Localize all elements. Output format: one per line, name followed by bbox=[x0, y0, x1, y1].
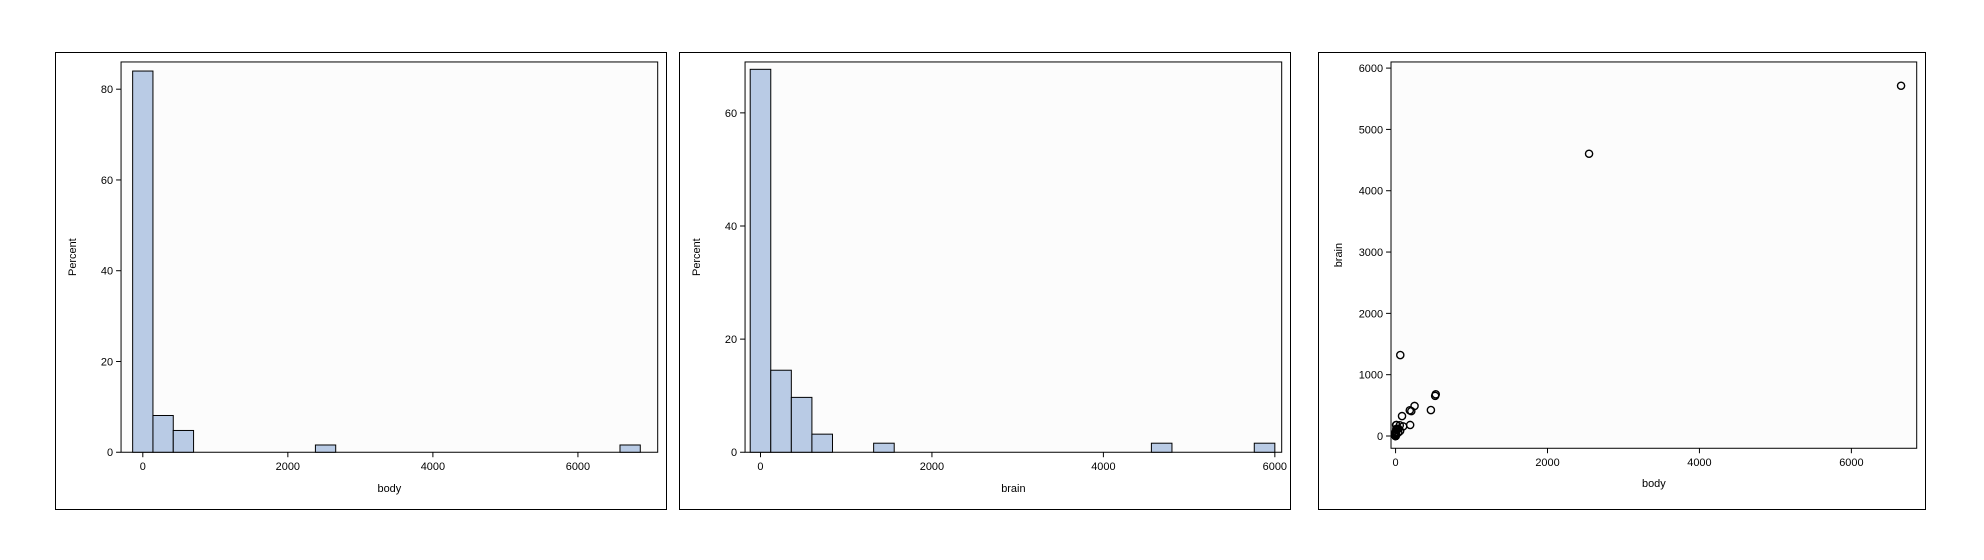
x-tick-label: 0 bbox=[757, 461, 763, 473]
histogram-bar bbox=[152, 414, 174, 453]
x-tick-label: 2000 bbox=[1535, 457, 1559, 469]
x-axis-title: body bbox=[378, 483, 402, 495]
y-tick-label: 0 bbox=[1377, 431, 1383, 443]
x-axis-title: body bbox=[1642, 478, 1666, 490]
y-tick-label: 4000 bbox=[1359, 186, 1383, 198]
scatter-point bbox=[1396, 350, 1405, 360]
histogram-bar bbox=[132, 70, 154, 453]
y-tick-label: 20 bbox=[101, 356, 113, 368]
x-tick-label: 0 bbox=[140, 461, 146, 473]
histogram-bar bbox=[770, 369, 792, 453]
histogram-bar bbox=[749, 68, 772, 453]
scatter-point bbox=[1391, 430, 1400, 440]
histogram-body-panel: 0 2000 4000 6000 0 20 40 60 80 body Percent bbox=[55, 52, 667, 510]
y-tick-label: 0 bbox=[731, 447, 737, 459]
y-tick-label: 40 bbox=[101, 266, 113, 278]
plot-area bbox=[120, 61, 659, 453]
scatter-point bbox=[1896, 81, 1906, 91]
scatter-point bbox=[1397, 411, 1407, 421]
x-tick-label: 0 bbox=[1393, 457, 1399, 469]
histogram-bar bbox=[873, 442, 895, 453]
y-tick-label: 2000 bbox=[1359, 308, 1383, 320]
y-tick-label: 60 bbox=[725, 108, 737, 120]
plot-area bbox=[744, 61, 1283, 453]
histogram-brain-panel: 0 2000 4000 6000 0 20 40 60 brain Percent bbox=[679, 52, 1291, 510]
histogram-bar bbox=[790, 396, 813, 453]
x-tick-label: 2000 bbox=[920, 461, 944, 473]
x-tick-label: 4000 bbox=[1091, 461, 1115, 473]
histogram-bar bbox=[314, 444, 337, 453]
scatter-point bbox=[1405, 406, 1415, 415]
y-tick-label: 3000 bbox=[1359, 247, 1383, 259]
histogram-bar bbox=[1150, 442, 1173, 453]
histogram-bar bbox=[172, 429, 195, 453]
y-tick-label: 6000 bbox=[1359, 63, 1383, 75]
y-tick-label: 60 bbox=[101, 175, 113, 187]
x-tick-label: 6000 bbox=[1263, 461, 1287, 473]
scatter-body-brain-panel: 0 2000 4000 6000 0 1000 2000 3000 4000 5000 6000 bo… bbox=[1318, 52, 1926, 510]
scatter-point bbox=[1431, 390, 1441, 399]
x-tick-label: 6000 bbox=[1839, 457, 1863, 469]
y-axis-title: Percent bbox=[691, 238, 703, 276]
scatter-point bbox=[1426, 405, 1436, 415]
x-axis-title: brain bbox=[1001, 483, 1025, 495]
y-tick-label: 1000 bbox=[1359, 370, 1383, 382]
y-tick-label: 5000 bbox=[1359, 124, 1383, 136]
histogram-bar bbox=[619, 444, 641, 453]
scatter-point bbox=[1584, 149, 1594, 159]
y-axis-title: Percent bbox=[67, 238, 79, 276]
scatter-body-brain-chart: 0 2000 4000 6000 0 1000 2000 3000 4000 5000 6000 bo… bbox=[1333, 61, 1918, 490]
y-tick-label: 0 bbox=[107, 447, 113, 459]
y-axis-title: brain bbox=[1333, 243, 1345, 267]
histogram-bar bbox=[811, 433, 833, 453]
x-tick-label: 4000 bbox=[1687, 457, 1711, 469]
x-tick-label: 4000 bbox=[421, 461, 445, 473]
plot-area bbox=[1390, 61, 1918, 449]
histogram-body-chart: 0 2000 4000 6000 0 20 40 60 80 body Percent bbox=[67, 61, 659, 495]
x-tick-label: 2000 bbox=[276, 461, 300, 473]
x-tick-label: 6000 bbox=[566, 461, 590, 473]
scatter-point bbox=[1410, 401, 1419, 411]
y-tick-label: 80 bbox=[101, 84, 113, 96]
histogram-bar bbox=[1253, 442, 1276, 453]
histogram-brain-chart: 0 2000 4000 6000 0 20 40 60 brain Percent bbox=[691, 61, 1287, 495]
y-tick-label: 40 bbox=[725, 221, 737, 233]
y-tick-label: 20 bbox=[725, 334, 737, 346]
